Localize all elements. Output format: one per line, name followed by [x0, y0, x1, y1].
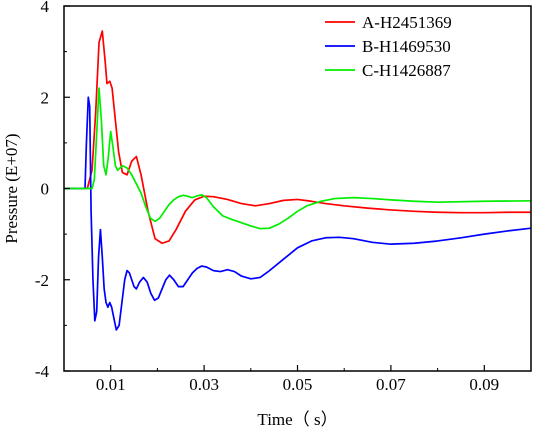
series-line-0	[64, 30, 531, 245]
y-tick-label: -4	[35, 362, 50, 381]
y-tick-label: -2	[35, 271, 49, 290]
legend-label-2: C-H1426887	[362, 61, 451, 80]
legend: A-H2451369 B-H1469530 C-H1426887	[325, 13, 452, 80]
x-tick-label: 0.01	[96, 375, 126, 394]
plot-frame	[63, 5, 532, 372]
x-tick-label: 0.03	[189, 375, 219, 394]
axis-ticks	[64, 5, 485, 372]
x-tick-label: 0.09	[469, 375, 499, 394]
legend-label-1: B-H1469530	[362, 37, 451, 56]
series-line-1	[64, 96, 532, 331]
y-axis-label: Pressure (E+07)	[2, 133, 21, 243]
axis-tick-labels: 0.01 0.03 0.05 0.07 0.09 -4 -2 0 2 4	[35, 0, 499, 394]
y-tick-label: 0	[41, 180, 50, 199]
x-tick-label: 0.07	[376, 375, 406, 394]
y-tick-label: 4	[41, 0, 50, 16]
x-tick-label: 0.05	[283, 375, 313, 394]
legend-label-0: A-H2451369	[362, 13, 452, 32]
x-axis-label: Time（ s）	[257, 410, 337, 429]
y-tick-label: 2	[41, 88, 50, 107]
plot-lines	[64, 30, 532, 331]
series-line-2	[64, 87, 532, 230]
